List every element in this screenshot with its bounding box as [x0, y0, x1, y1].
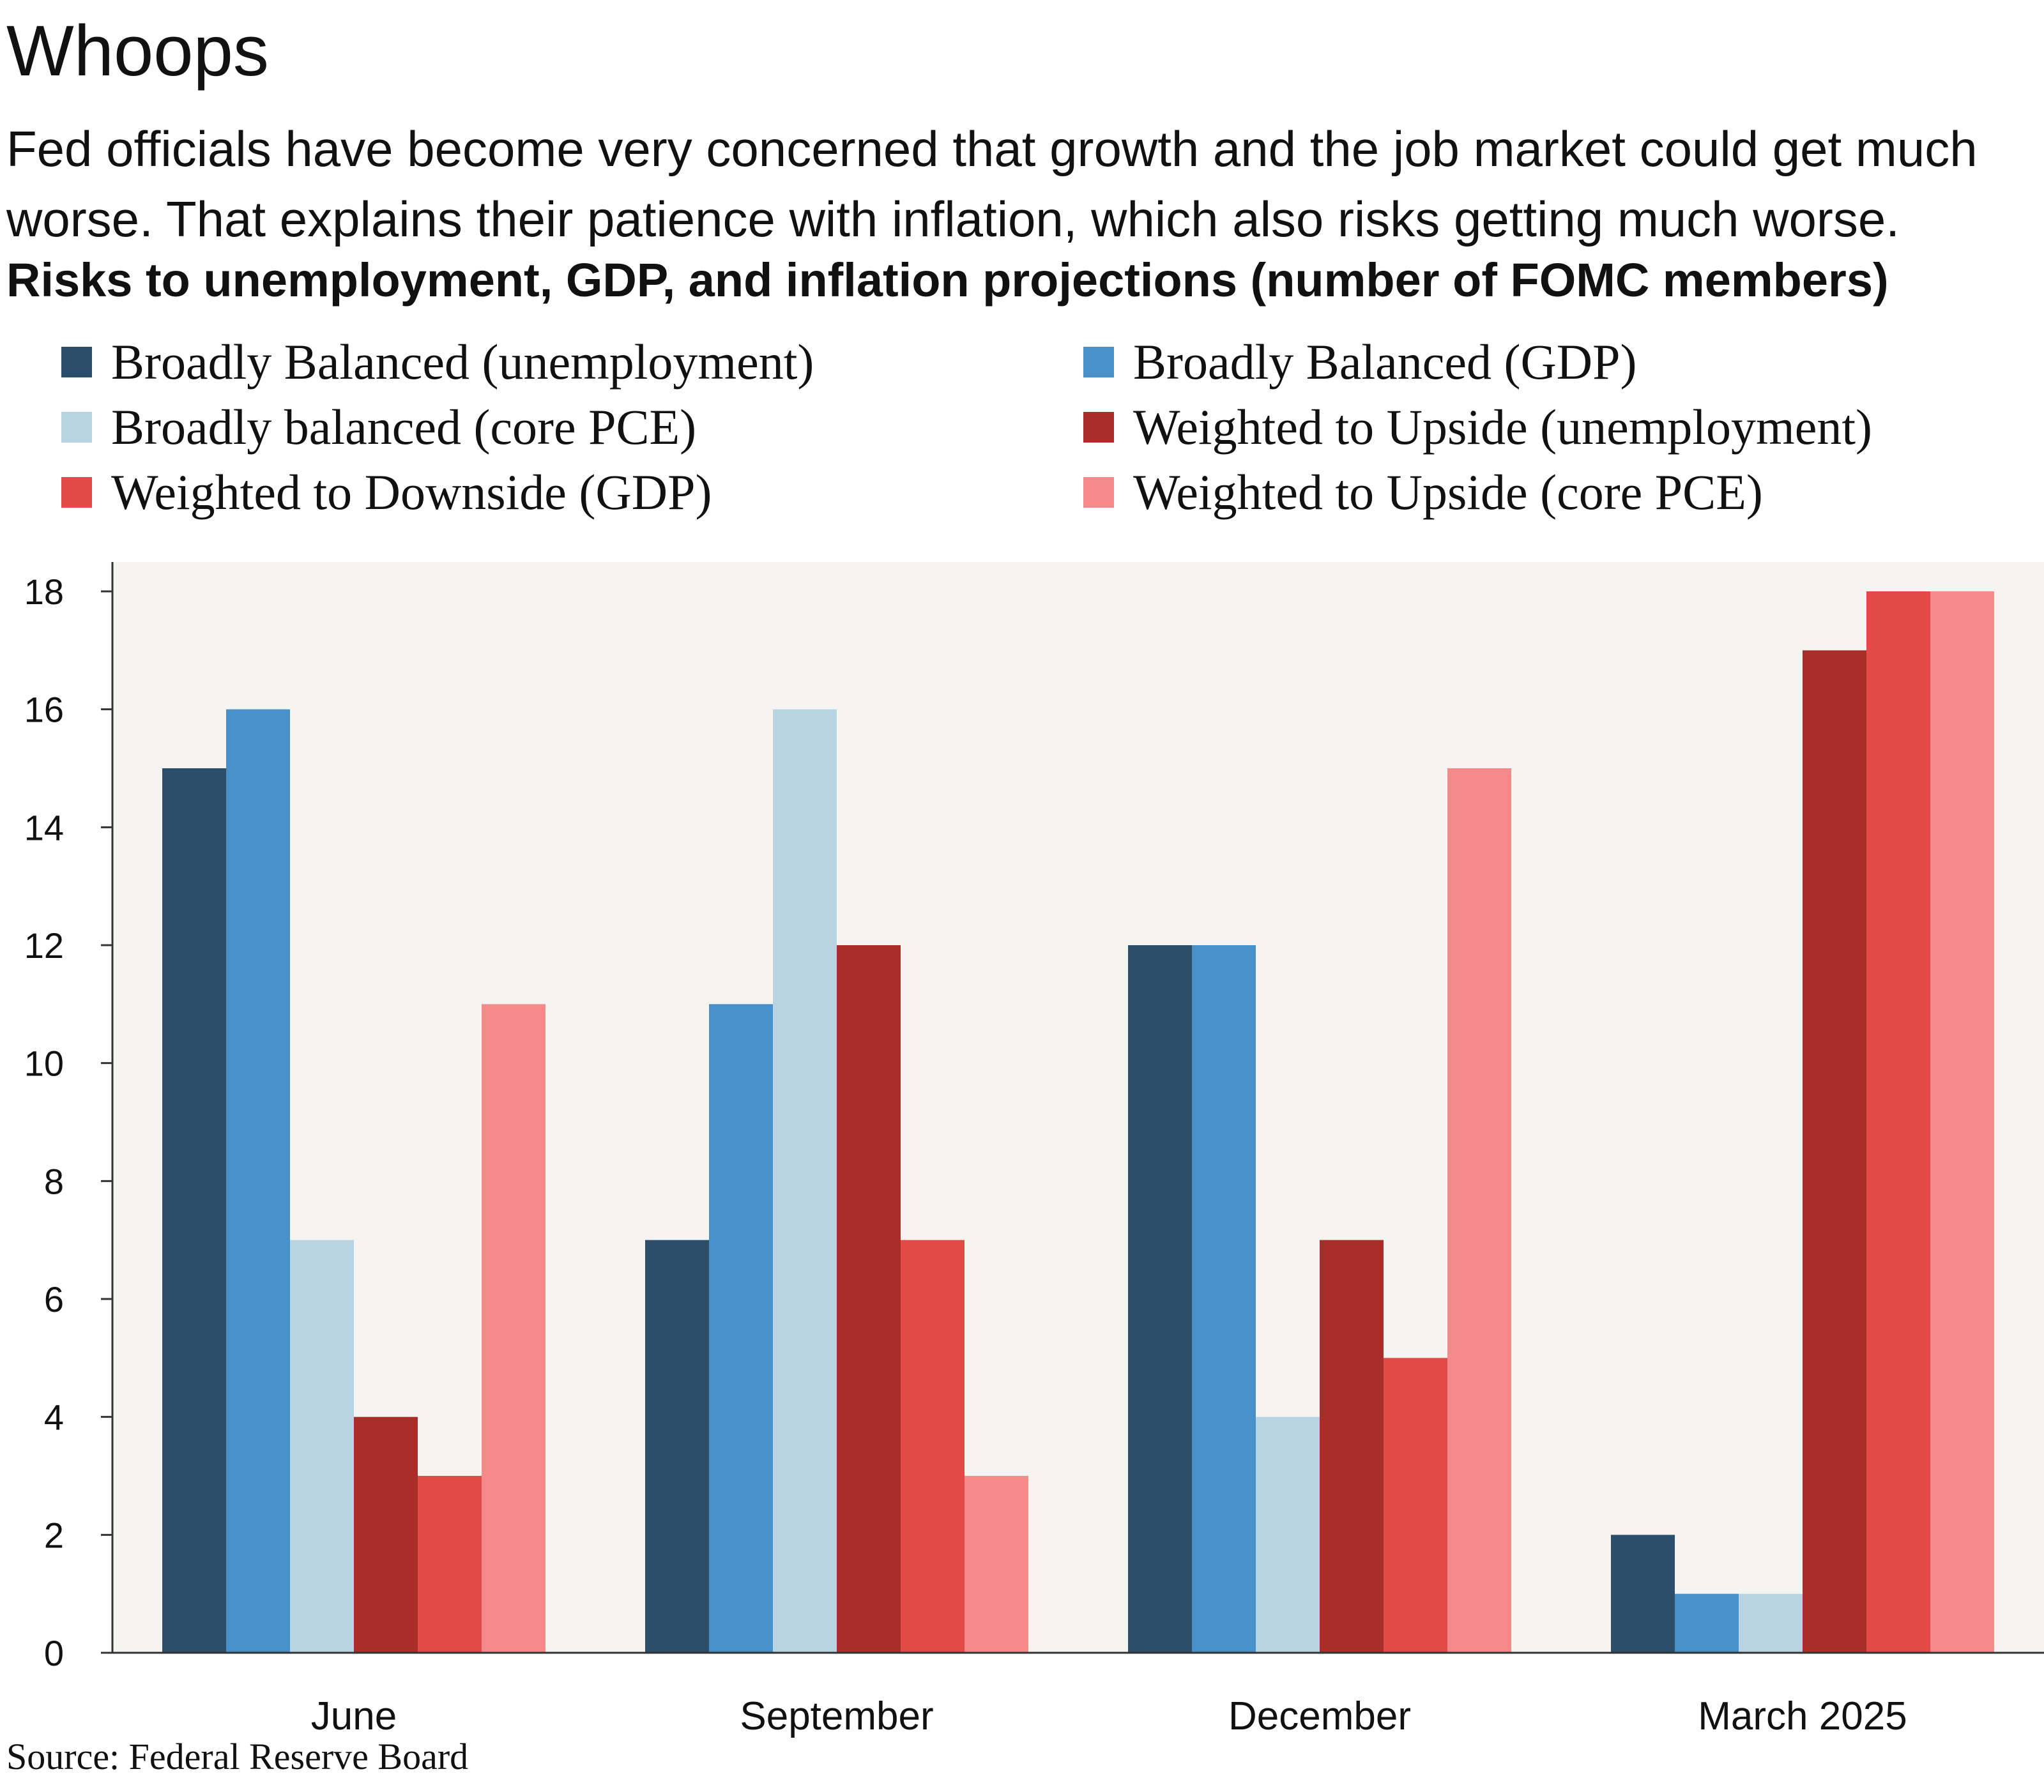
chart-title: Risks to unemployment, GDP, and inflatio…	[6, 254, 1889, 307]
bar-3-0	[1611, 1535, 1675, 1653]
y-tick-label: 8	[44, 1161, 64, 1201]
bar-2-4	[1384, 1358, 1447, 1653]
bar-0-1	[226, 709, 290, 1653]
bar-1-3	[837, 945, 901, 1653]
legend-swatch	[61, 412, 92, 443]
y-tick-label: 16	[24, 690, 64, 730]
legend-item: Broadly Balanced (GDP)	[1083, 330, 2029, 395]
bar-0-5	[482, 1004, 545, 1653]
legend-label: Weighted to Upside (core PCE)	[1133, 464, 1763, 520]
legend-swatch	[1083, 477, 1114, 508]
legend-swatch	[1083, 412, 1114, 443]
x-tick-label: March 2025	[1698, 1694, 1907, 1738]
y-tick-label: 0	[44, 1633, 64, 1673]
x-tick-label: December	[1228, 1694, 1411, 1738]
legend: Broadly Balanced (unemployment) Broadly B…	[61, 330, 2029, 525]
bar-3-3	[1803, 650, 1866, 1653]
legend-item: Broadly Balanced (unemployment)	[61, 330, 1083, 395]
source-note: Source: Federal Reserve Board	[6, 1736, 469, 1777]
legend-swatch	[1083, 347, 1114, 377]
subtitle: Fed officials have become very concerned…	[6, 121, 1978, 247]
x-tick-label: September	[740, 1694, 933, 1738]
bar-1-2	[773, 709, 837, 1653]
legend-label: Broadly balanced (core PCE)	[111, 399, 697, 455]
bar-1-1	[709, 1004, 773, 1653]
legend-item: Weighted to Upside (core PCE)	[1083, 460, 2029, 525]
bar-3-4	[1866, 591, 1930, 1653]
bar-1-4	[901, 1240, 965, 1653]
y-tick-label: 4	[44, 1397, 64, 1438]
bar-1-5	[965, 1476, 1028, 1653]
legend-label: Broadly Balanced (GDP)	[1133, 334, 1637, 390]
bar-0-4	[418, 1476, 482, 1653]
legend-label: Weighted to Downside (GDP)	[111, 464, 712, 520]
y-tick-label: 10	[24, 1044, 64, 1084]
legend-item: Broadly balanced (core PCE)	[61, 395, 1083, 460]
plot-area	[112, 562, 2044, 1653]
bar-1-0	[645, 1240, 709, 1653]
y-tick-label: 12	[24, 925, 64, 966]
y-tick-label: 2	[44, 1515, 64, 1555]
bar-2-3	[1320, 1240, 1384, 1653]
bar-3-2	[1739, 1593, 1803, 1653]
legend-swatch	[61, 477, 92, 508]
bar-3-1	[1675, 1593, 1739, 1653]
bar-0-2	[290, 1240, 354, 1653]
bar-0-0	[162, 768, 226, 1653]
y-tick-label: 6	[44, 1279, 64, 1319]
x-tick-label: June	[311, 1694, 397, 1738]
legend-label: Broadly Balanced (unemployment)	[111, 334, 814, 390]
legend-item: Weighted to Upside (unemployment)	[1083, 395, 2029, 460]
bar-2-0	[1128, 945, 1192, 1653]
y-tick-label: 14	[24, 807, 64, 847]
legend-item: Weighted to Downside (GDP)	[61, 460, 1083, 525]
bar-2-1	[1192, 945, 1256, 1653]
y-tick-label: 18	[24, 572, 64, 612]
bar-2-2	[1256, 1416, 1320, 1653]
bar-3-5	[1930, 591, 1994, 1653]
legend-swatch	[61, 347, 92, 377]
bar-0-3	[354, 1416, 418, 1653]
bar-2-5	[1447, 768, 1511, 1653]
headline: Whoops	[6, 11, 269, 91]
legend-label: Weighted to Upside (unemployment)	[1133, 399, 1872, 455]
